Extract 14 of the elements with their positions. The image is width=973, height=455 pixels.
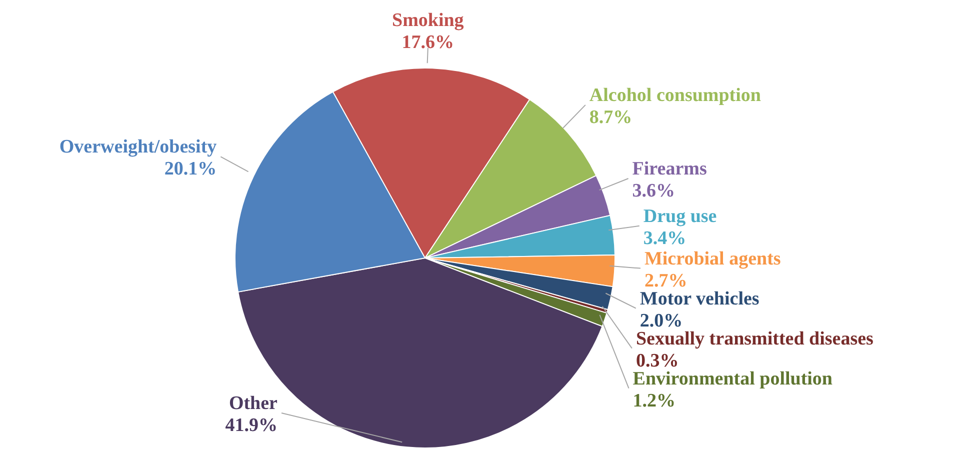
slice-label: Firearms [632,158,707,180]
data-label: 41.9% [225,415,278,436]
data-label: 20.1% [164,158,217,180]
slice-label: Overweight/obesity [59,136,218,158]
slice-label: Drug use [643,206,717,227]
slice-label: Microbial agents [644,248,781,270]
data-label: 3.4% [643,228,686,249]
data-label: 3.6% [632,180,676,202]
slice-label: Alcohol consumption [589,84,762,106]
slice-label: Smoking [392,10,464,31]
data-label: 8.7% [589,106,632,128]
data-label: 17.6% [402,32,454,53]
slice-label: Other [228,393,278,414]
data-label: 1.2% [632,390,676,412]
